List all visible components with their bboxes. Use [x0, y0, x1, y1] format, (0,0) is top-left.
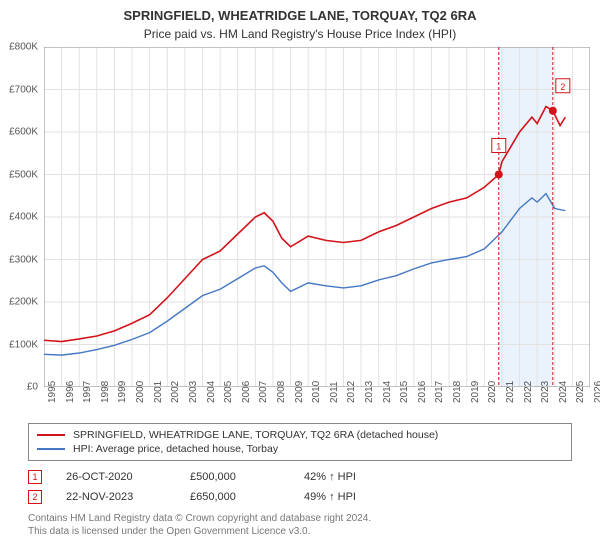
footer: Contains HM Land Registry data © Crown c…	[28, 513, 572, 538]
sale-delta: 49% ↑ HPI	[304, 491, 356, 503]
footer-line: Contains HM Land Registry data © Crown c…	[28, 513, 572, 526]
x-tick-label: 2026	[593, 381, 600, 403]
svg-text:1: 1	[496, 142, 501, 152]
x-tick-label: 2019	[470, 381, 481, 403]
x-tick-label: 2023	[540, 381, 551, 403]
y-tick-label: £600K	[9, 127, 38, 138]
plot-area: £0£100K£200K£300K£400K£500K£600K£700K£80…	[44, 47, 590, 387]
legend-item: SPRINGFIELD, WHEATRIDGE LANE, TORQUAY, T…	[37, 428, 563, 442]
x-tick-label: 1998	[100, 381, 111, 403]
sale-delta: 42% ↑ HPI	[304, 471, 356, 483]
x-tick-label: 2007	[258, 381, 269, 403]
x-tick-label: 2013	[364, 381, 375, 403]
x-tick-label: 2000	[135, 381, 146, 403]
y-tick-label: £200K	[9, 297, 38, 308]
legend-label: HPI: Average price, detached house, Torb…	[73, 443, 278, 455]
x-tick-label: 2012	[346, 381, 357, 403]
sale-row: 1 26-OCT-2020 £500,000 42% ↑ HPI	[28, 467, 572, 487]
x-tick-label: 1997	[82, 381, 93, 403]
x-tick-label: 1999	[117, 381, 128, 403]
chart-svg: 12	[44, 47, 590, 387]
x-tick-label: 2008	[276, 381, 287, 403]
x-tick-label: 2010	[311, 381, 322, 403]
x-tick-label: 2022	[523, 381, 534, 403]
y-tick-label: £400K	[9, 212, 38, 223]
chart-subtitle: Price paid vs. HM Land Registry's House …	[0, 23, 600, 47]
x-tick-label: 2006	[241, 381, 252, 403]
chart-container: SPRINGFIELD, WHEATRIDGE LANE, TORQUAY, T…	[0, 0, 600, 560]
x-tick-label: 2016	[417, 381, 428, 403]
x-axis-labels: 1995199619971998199920002001200220032004…	[44, 387, 590, 417]
y-axis-labels: £0£100K£200K£300K£400K£500K£600K£700K£80…	[0, 47, 40, 387]
x-tick-label: 2004	[206, 381, 217, 403]
x-tick-label: 2011	[329, 381, 340, 403]
y-tick-label: £700K	[9, 84, 38, 95]
chart-title: SPRINGFIELD, WHEATRIDGE LANE, TORQUAY, T…	[0, 0, 600, 23]
x-tick-label: 2025	[575, 381, 586, 403]
sale-date: 26-OCT-2020	[66, 471, 166, 483]
footer-line: This data is licensed under the Open Gov…	[28, 526, 572, 539]
x-tick-label: 2020	[487, 381, 498, 403]
sale-price: £500,000	[190, 471, 280, 483]
x-tick-label: 2017	[434, 381, 445, 403]
y-tick-label: £800K	[9, 42, 38, 53]
sale-marker-icon: 2	[28, 490, 42, 504]
sale-date: 22-NOV-2023	[66, 491, 166, 503]
y-tick-label: £0	[27, 382, 38, 393]
legend-item: HPI: Average price, detached house, Torb…	[37, 442, 563, 456]
x-tick-label: 2018	[452, 381, 463, 403]
sale-marker-icon: 1	[28, 470, 42, 484]
x-tick-label: 2003	[188, 381, 199, 403]
x-tick-label: 2009	[294, 381, 305, 403]
legend: SPRINGFIELD, WHEATRIDGE LANE, TORQUAY, T…	[28, 423, 572, 461]
x-tick-label: 2005	[223, 381, 234, 403]
x-tick-label: 2001	[153, 381, 164, 403]
x-tick-label: 2024	[558, 381, 569, 403]
sale-row: 2 22-NOV-2023 £650,000 49% ↑ HPI	[28, 487, 572, 507]
x-tick-label: 2002	[170, 381, 181, 403]
y-tick-label: £300K	[9, 254, 38, 265]
sale-price: £650,000	[190, 491, 280, 503]
x-tick-label: 1996	[65, 381, 76, 403]
legend-swatch	[37, 434, 65, 436]
x-tick-label: 2015	[399, 381, 410, 403]
y-tick-label: £100K	[9, 339, 38, 350]
x-tick-label: 1995	[47, 381, 58, 403]
legend-swatch	[37, 448, 65, 450]
svg-text:2: 2	[560, 82, 565, 92]
sale-markers-table: 1 26-OCT-2020 £500,000 42% ↑ HPI 2 22-NOV-202…	[28, 467, 572, 507]
x-tick-label: 2021	[505, 381, 516, 403]
x-tick-label: 2014	[382, 381, 393, 403]
y-tick-label: £500K	[9, 169, 38, 180]
legend-label: SPRINGFIELD, WHEATRIDGE LANE, TORQUAY, T…	[73, 429, 438, 441]
